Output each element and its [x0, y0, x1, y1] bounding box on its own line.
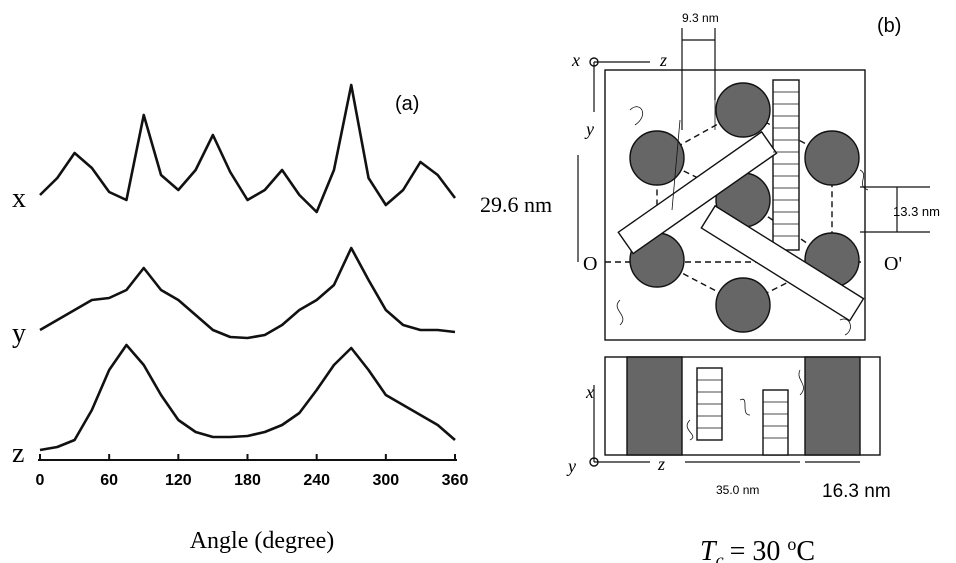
dimension-label: 35.0 nm	[716, 483, 759, 497]
series-label: x	[12, 183, 26, 214]
x-tick-label: 240	[303, 472, 330, 489]
dimension-label: 29.6 nm	[480, 192, 552, 217]
origin-label: O	[583, 253, 597, 275]
top-view-box	[604, 69, 866, 341]
lamella-stripes	[697, 91, 799, 439]
origin-label: O'	[884, 253, 902, 275]
core-layer	[626, 356, 683, 456]
axis-label: y	[566, 456, 576, 476]
axis-label: z	[659, 50, 667, 70]
x-tick-label: 180	[234, 472, 261, 489]
axis-label: z	[657, 454, 665, 474]
x-tick-label: 120	[165, 472, 192, 489]
schematic	[577, 28, 930, 467]
x-tick-label: 60	[100, 472, 118, 489]
x-tick-label: 360	[442, 472, 469, 489]
series-label: y	[12, 318, 26, 349]
series-line	[39, 343, 456, 452]
series-label: z	[12, 438, 24, 469]
panel-label: (b)	[877, 15, 901, 37]
caption-symbol: T	[700, 536, 718, 563]
axis-label: x	[585, 382, 594, 402]
x-tick-label: 300	[372, 472, 399, 489]
caption-value: = 30	[730, 536, 788, 563]
axis-label: y	[584, 119, 594, 139]
diagram-labels: (b) 9.3 nm x z y 29.6 nm 13.3 nm O O' x …	[480, 11, 940, 563]
series-line	[39, 246, 456, 340]
series-line	[39, 83, 457, 214]
dimension-label: 16.3 nm	[822, 481, 891, 502]
dimension-label: 9.3 nm	[682, 11, 719, 25]
caption: Tc = 30 oC	[700, 534, 815, 563]
core-layer	[804, 356, 861, 456]
lamellae	[617, 79, 865, 456]
axis-origin	[589, 457, 599, 467]
x-axis-label: Angle (degree)	[190, 528, 335, 554]
dimension-arrows	[577, 28, 930, 463]
side-view-box	[604, 356, 881, 456]
x-tick-label: 0	[36, 472, 45, 489]
axis-label: x	[571, 50, 580, 70]
dimension-label: 13.3 nm	[893, 204, 940, 219]
caption-subscript: c	[716, 550, 724, 563]
axis-origin	[589, 57, 599, 67]
caption-unit: C	[796, 536, 815, 563]
caption-degree: o	[787, 534, 796, 554]
panel-label: (a)	[395, 93, 419, 115]
